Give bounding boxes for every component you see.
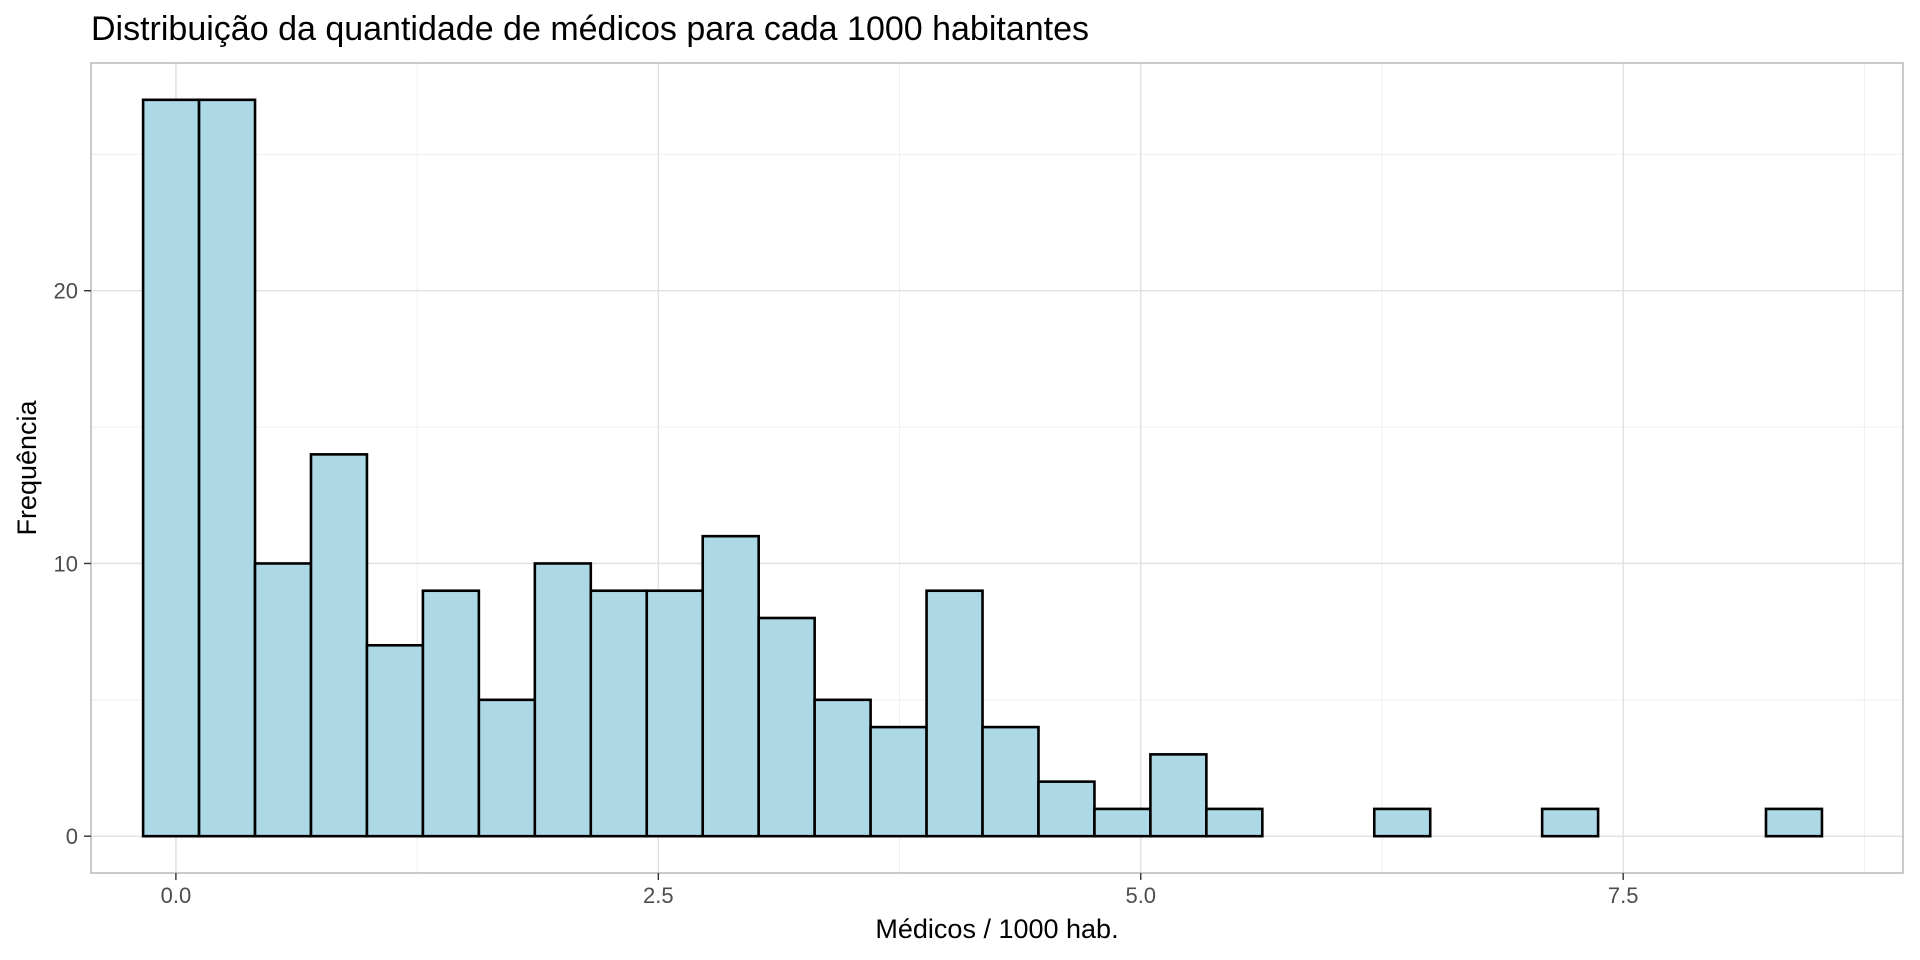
- y-tick-label: 0: [66, 824, 78, 849]
- histogram-bar: [1540, 807, 1600, 838]
- histogram-bars: [141, 98, 1824, 838]
- chart-title: Distribuição da quantidade de médicos pa…: [91, 10, 1089, 48]
- x-tick-label: 2.5: [643, 883, 674, 908]
- histogram-bar: [1149, 753, 1208, 838]
- x-tick-label: 5.0: [1125, 883, 1156, 908]
- histogram-bar: [1093, 807, 1152, 838]
- histogram-bar: [1205, 807, 1264, 838]
- histogram-bar: [309, 453, 369, 838]
- histogram-bar: [645, 589, 705, 838]
- histogram-bar: [925, 589, 984, 838]
- histogram-bar: [1764, 807, 1824, 838]
- x-tick-label: 7.5: [1608, 883, 1639, 908]
- histogram-bar: [253, 562, 313, 838]
- histogram-bar: [141, 98, 201, 838]
- histogram-bar: [1372, 807, 1432, 838]
- y-tick-label: 20: [54, 279, 78, 304]
- histogram-bar: [365, 643, 425, 838]
- x-axis-title: Médicos / 1000 hab.: [875, 914, 1118, 944]
- histogram-bar: [477, 698, 537, 838]
- histogram-bar: [813, 698, 872, 838]
- histogram-bar: [589, 589, 649, 838]
- histogram-bar: [981, 725, 1040, 838]
- y-axis: 0 10 20: [54, 279, 91, 849]
- histogram-bar: [533, 562, 593, 838]
- histogram-bar: [421, 589, 481, 838]
- panel-border: [90, 62, 1904, 874]
- y-axis-title: Frequência: [12, 399, 42, 535]
- x-axis: 0.0 2.5 5.0 7.5: [161, 873, 1639, 908]
- histogram-bar: [757, 616, 816, 838]
- histogram-bar: [197, 98, 257, 838]
- histogram-bar: [1037, 780, 1096, 838]
- histogram-bar: [701, 534, 760, 838]
- x-tick-label: 0.0: [161, 883, 192, 908]
- y-tick-label: 10: [54, 551, 78, 576]
- histogram-bar: [869, 725, 928, 838]
